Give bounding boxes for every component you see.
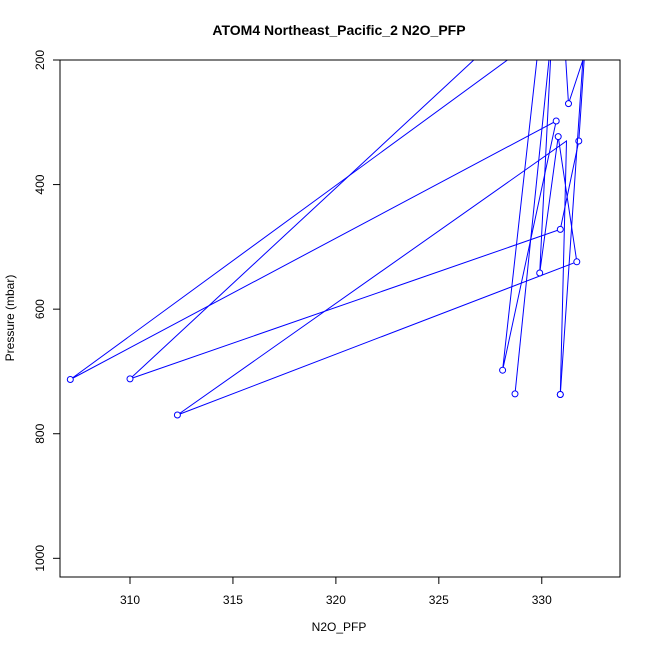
series-line-4	[559, 60, 584, 395]
plot-area	[59, 59, 621, 578]
data-point	[173, 411, 181, 419]
data-point	[556, 391, 564, 398]
y-axis: 200 400 600 800 1000	[33, 50, 61, 572]
x-tick-label: 320	[326, 593, 346, 607]
data-point	[554, 133, 562, 141]
plot-frame	[59, 59, 621, 578]
data-point	[552, 117, 560, 125]
y-tick-label: 800	[33, 423, 47, 443]
data-point	[575, 137, 583, 145]
y-axis-label: Pressure (mbar)	[3, 275, 17, 362]
x-tick-label: 330	[532, 593, 552, 607]
x-axis-label: N2O_PFP	[312, 620, 367, 634]
y-tick-label: 200	[33, 50, 47, 70]
x-tick-label: 310	[120, 593, 140, 607]
series-line-1	[129, 60, 585, 380]
y-tick-label: 600	[33, 299, 47, 319]
x-tick-label: 325	[429, 593, 449, 607]
data-point	[66, 376, 74, 383]
data-point	[536, 269, 544, 277]
data-point	[573, 258, 581, 266]
series-line-5	[514, 60, 550, 394]
chart-title: ATOM4 Northeast_Pacific_2 N2O_PFP	[212, 22, 465, 38]
series-line-3	[177, 60, 578, 416]
data-point	[556, 225, 564, 233]
series-line-2	[70, 60, 557, 380]
series-layer	[66, 60, 585, 419]
x-tick-label: 315	[223, 593, 243, 607]
data-point	[499, 366, 507, 374]
y-tick-label: 400	[33, 174, 47, 194]
x-axis: 310 315 320 325 330	[120, 576, 552, 607]
data-point	[565, 100, 572, 108]
data-point	[126, 375, 134, 383]
y-tick-label: 1000	[33, 545, 47, 572]
data-point	[511, 390, 519, 398]
